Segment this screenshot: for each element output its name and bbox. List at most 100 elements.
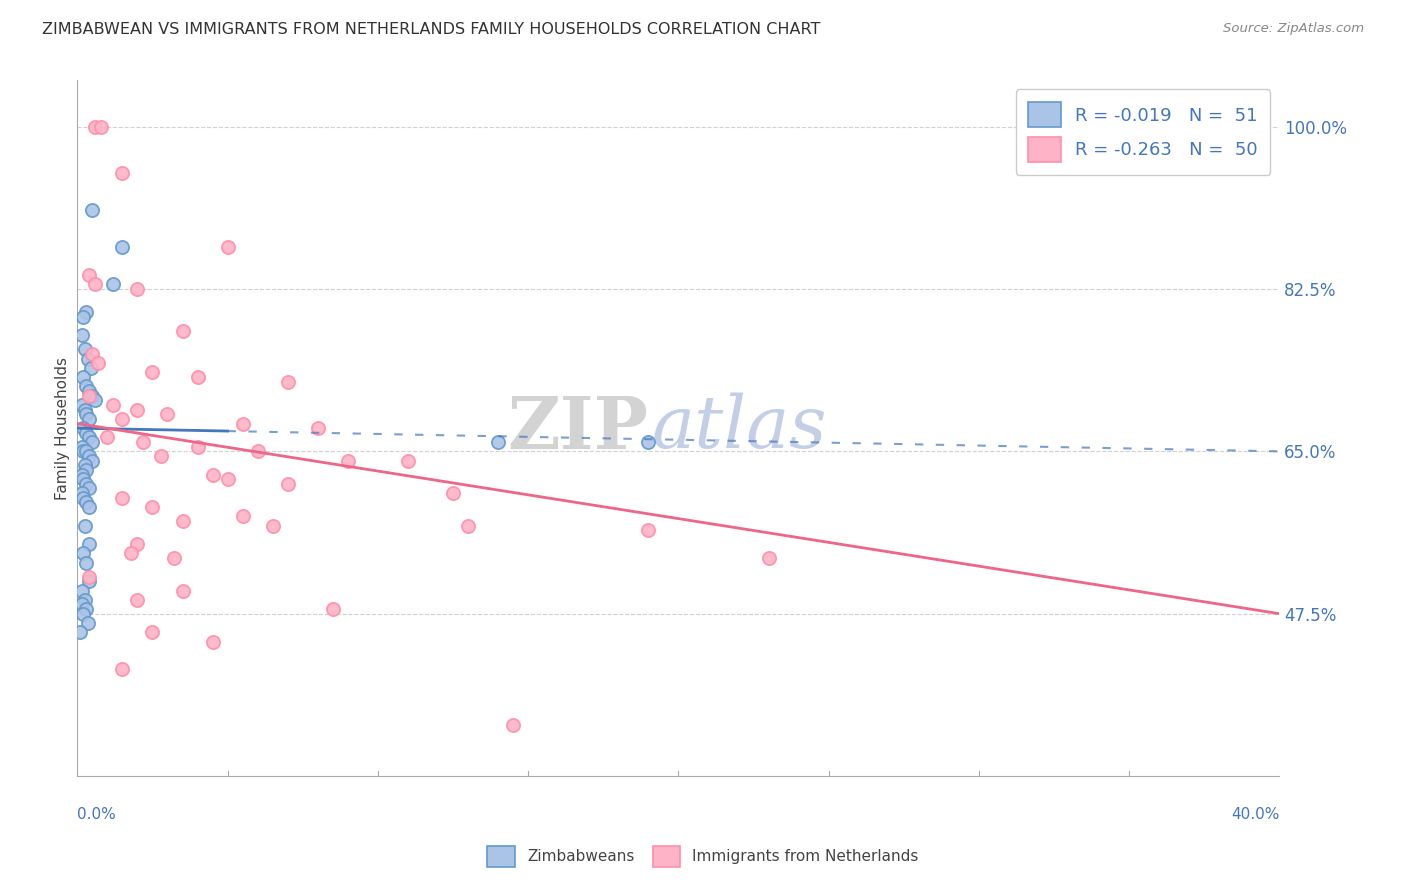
Point [396, 453, 419, 467]
Point [84, 120, 107, 134]
Point [79, 574, 101, 589]
Point [90, 120, 112, 134]
Point [79, 482, 101, 496]
Point [70, 598, 93, 612]
Point [75, 476, 97, 491]
Point [70, 440, 93, 454]
Text: 40.0%: 40.0% [1232, 807, 1279, 822]
Point [87, 356, 110, 370]
Point [75, 407, 97, 421]
Y-axis label: Family Households: Family Households [55, 357, 70, 500]
Point [72, 546, 94, 560]
Legend: R = -0.019   N =  51, R = -0.263   N =  50: R = -0.019 N = 51, R = -0.263 N = 50 [1015, 89, 1271, 175]
Point [79, 389, 101, 403]
Point [75, 602, 97, 616]
Point [79, 449, 101, 463]
Point [141, 625, 163, 640]
Point [486, 435, 509, 450]
Text: ZIMBABWEAN VS IMMIGRANTS FROM NETHERLANDS FAMILY HOUSEHOLDS CORRELATION CHART: ZIMBABWEAN VS IMMIGRANTS FROM NETHERLAND… [42, 22, 821, 37]
Point [172, 583, 194, 598]
Point [72, 370, 94, 384]
Point [70, 583, 93, 598]
Point [75, 305, 97, 319]
Point [637, 435, 659, 450]
Point [111, 166, 134, 180]
Point [156, 407, 179, 421]
Point [111, 662, 134, 676]
Point [73, 458, 96, 473]
Point [141, 500, 163, 514]
Point [73, 518, 96, 533]
Point [637, 523, 659, 537]
Point [79, 430, 101, 444]
Point [69, 625, 91, 640]
Point [162, 551, 184, 566]
Point [111, 240, 134, 254]
Point [72, 444, 94, 458]
Point [75, 379, 97, 393]
Point [111, 412, 134, 426]
Point [758, 551, 780, 566]
Point [127, 537, 149, 551]
Point [132, 435, 155, 450]
Point [277, 375, 299, 389]
Point [79, 537, 101, 551]
Point [73, 343, 96, 357]
Point [172, 324, 194, 338]
Point [70, 486, 93, 500]
Point [82, 435, 104, 450]
Point [80, 360, 103, 375]
Point [84, 277, 107, 292]
Point [75, 463, 97, 477]
Point [457, 518, 479, 533]
Point [103, 277, 125, 292]
Point [307, 421, 329, 435]
Point [172, 514, 194, 528]
Point [187, 370, 209, 384]
Point [217, 472, 239, 486]
Point [82, 453, 104, 467]
Point [79, 412, 101, 426]
Point [72, 491, 94, 505]
Point [76, 351, 98, 366]
Point [73, 592, 96, 607]
Point [70, 467, 93, 482]
Point [75, 425, 97, 440]
Point [232, 417, 254, 431]
Point [120, 546, 142, 560]
Point [72, 421, 94, 435]
Legend: Zimbabweans, Immigrants from Netherlands: Zimbabweans, Immigrants from Netherlands [481, 839, 925, 873]
Point [150, 449, 173, 463]
Point [336, 453, 359, 467]
Point [79, 384, 101, 398]
Point [141, 366, 163, 380]
Point [262, 518, 284, 533]
Point [75, 495, 97, 509]
Point [103, 398, 125, 412]
Point [127, 402, 149, 417]
Point [76, 615, 98, 630]
Point [72, 472, 94, 486]
Point [201, 634, 224, 648]
Point [187, 440, 209, 454]
Text: atlas: atlas [652, 392, 828, 464]
Point [127, 282, 149, 296]
Point [72, 310, 94, 324]
Text: Source: ZipAtlas.com: Source: ZipAtlas.com [1223, 22, 1364, 36]
Point [72, 607, 94, 621]
Point [75, 556, 97, 570]
Point [70, 328, 93, 343]
Point [96, 430, 118, 444]
Point [79, 500, 101, 514]
Point [73, 402, 96, 417]
Point [82, 347, 104, 361]
Point [82, 203, 104, 218]
Text: 0.0%: 0.0% [77, 807, 117, 822]
Point [217, 240, 239, 254]
Point [127, 592, 149, 607]
Point [502, 718, 524, 732]
Point [79, 569, 101, 583]
Point [79, 268, 101, 282]
Point [75, 444, 97, 458]
Text: ZIP: ZIP [508, 392, 648, 464]
